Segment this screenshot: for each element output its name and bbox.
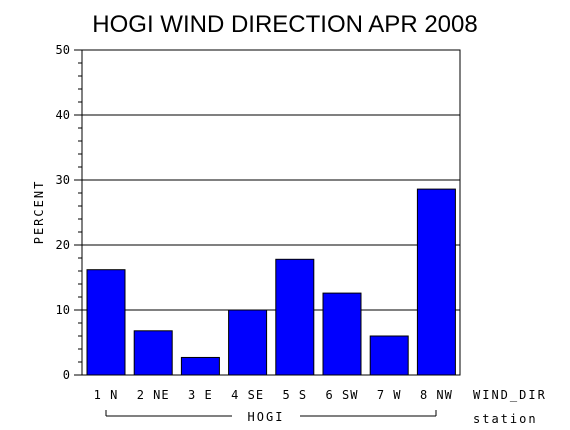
x-tick-label: 6 SW [326, 388, 359, 402]
y-tick-label: 50 [56, 43, 70, 57]
bar [86, 269, 126, 376]
gridlines [82, 114, 460, 311]
plot-frame [81, 49, 461, 376]
x-tick-label: 8 NW [420, 388, 453, 402]
y-axis-label: PERCENT [32, 180, 46, 245]
bar [133, 330, 173, 376]
x-tick-label: 5 S [282, 388, 307, 402]
chart-title: HOGI WIND DIRECTION APR 2008 [92, 11, 477, 38]
bar [322, 292, 362, 376]
x-tick-label: 1 N [94, 388, 119, 402]
bars [86, 188, 456, 376]
bar [416, 188, 456, 376]
y-tick-label: 30 [56, 173, 70, 187]
y-tick-label: 10 [56, 303, 70, 317]
x-tick-label: 2 NE [137, 388, 170, 402]
x-tick-label: 3 E [188, 388, 213, 402]
y-axis-ticks: 0 10 20 30 40 50 [56, 43, 82, 382]
x-tick-label: 4 SE [231, 388, 264, 402]
y-tick-label: 40 [56, 108, 70, 122]
bar [369, 335, 409, 376]
y-tick-label: 20 [56, 238, 70, 252]
group-axis-label: station [473, 412, 538, 426]
x-axis-category-labels: 1 N 2 NE 3 E 4 SE 5 S 6 SW 7 W 8 NW [94, 388, 453, 402]
bar [275, 258, 315, 376]
group-bracket [105, 410, 437, 417]
group-label: HOGI [248, 410, 285, 424]
bar [180, 356, 220, 376]
bar [228, 309, 268, 376]
y-tick-label: 0 [63, 368, 70, 382]
x-tick-label: 7 W [377, 388, 402, 402]
x-axis-label: WIND_DIR [473, 388, 547, 402]
